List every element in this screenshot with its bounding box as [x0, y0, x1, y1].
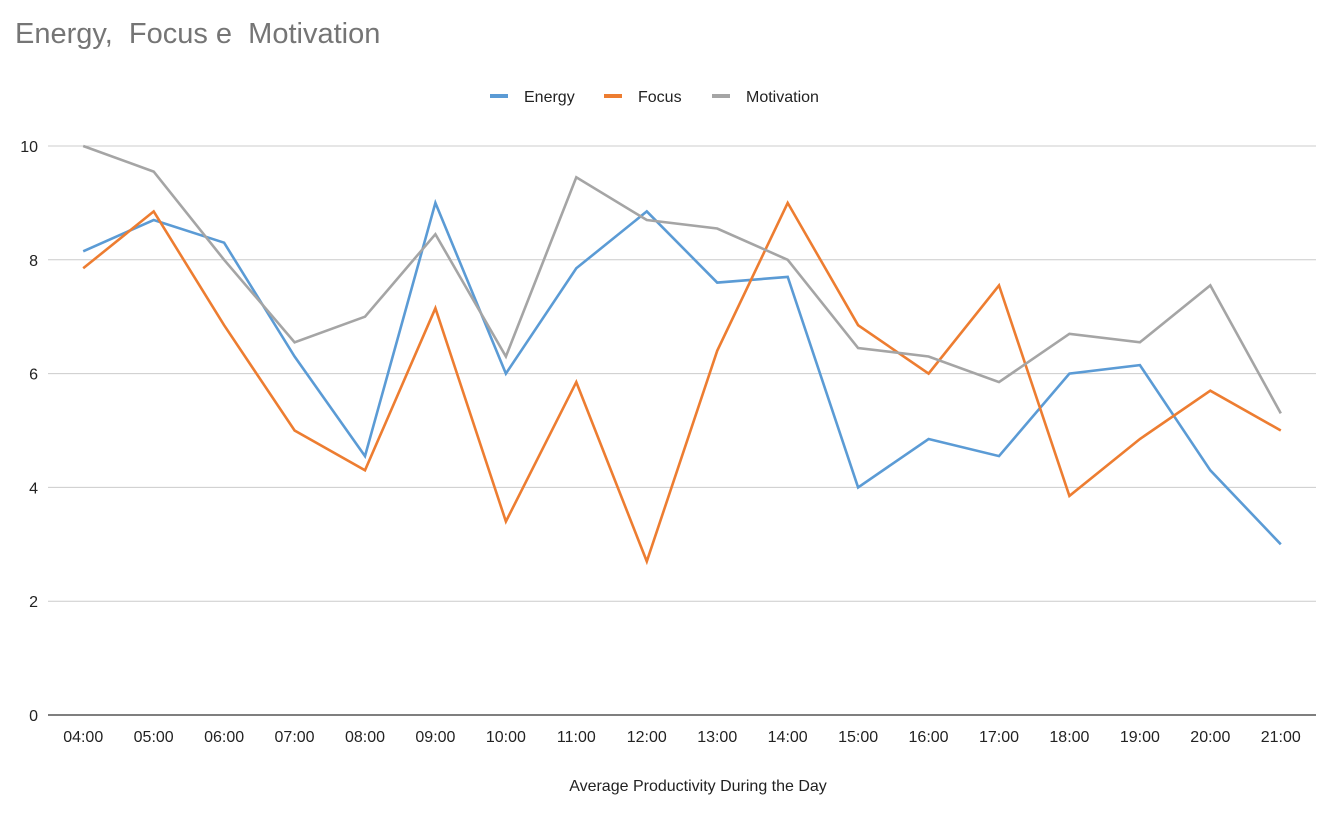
x-tick-label-1100: 11:00 — [557, 729, 596, 746]
x-tick-label-0600: 06:00 — [204, 729, 244, 746]
x-tick-label-1500: 15:00 — [838, 729, 878, 746]
y-tick-label-4: 4 — [29, 480, 38, 497]
series-line-motivation — [82, 144, 1282, 415]
x-tick-label-2100: 21:00 — [1261, 729, 1301, 746]
x-tick-label-1800: 18:00 — [1049, 729, 1089, 746]
x-tick-label-0900: 09:00 — [415, 729, 455, 746]
x-tick-label-2000: 20:00 — [1190, 729, 1230, 746]
legend-label-focus: Focus — [638, 89, 682, 106]
x-tick-label-0400: 04:00 — [63, 729, 103, 746]
x-tick-label-1600: 16:00 — [909, 729, 949, 746]
series-line-energy — [82, 198, 1282, 546]
y-tick-label-0: 0 — [29, 708, 38, 725]
x-tick-label-0800: 08:00 — [345, 729, 385, 746]
y-tick-label-10: 10 — [20, 139, 38, 156]
x-tick-label-0700: 07:00 — [275, 729, 315, 746]
y-tick-label-2: 2 — [29, 594, 38, 611]
x-axis-title: Average Productivity During the Day — [569, 778, 827, 795]
x-tick-label-1400: 14:00 — [768, 729, 808, 746]
x-tick-label-0500: 05:00 — [134, 729, 174, 746]
legend-label-motivation: Motivation — [746, 89, 819, 106]
x-tick-label-1200: 12:00 — [627, 729, 667, 746]
x-tick-label-1300: 13:00 — [697, 729, 737, 746]
x-tick-label-1000: 10:00 — [486, 729, 526, 746]
y-tick-label-8: 8 — [29, 253, 38, 270]
y-tick-label-6: 6 — [29, 367, 38, 384]
x-tick-label-1700: 17:00 — [979, 729, 1019, 746]
x-tick-label-1900: 19:00 — [1120, 729, 1160, 746]
chart-title: Energy, Focus e Motivation — [15, 18, 381, 50]
legend-label-energy: Energy — [524, 89, 575, 106]
series-line-focus — [82, 200, 1282, 566]
